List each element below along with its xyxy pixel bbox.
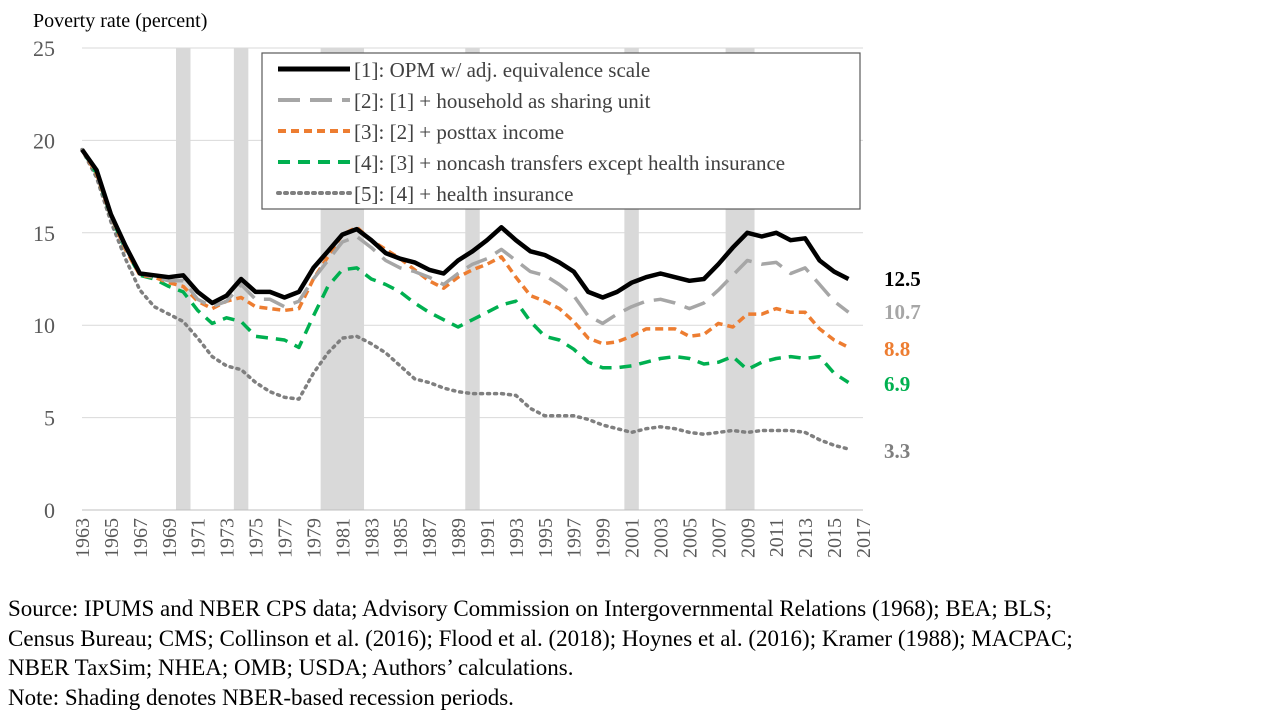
source-line-2: Census Bureau; CMS; Collinson et al. (20… [8,625,1073,651]
legend: [1]: OPM w/ adj. equivalence scale [2]: [… [261,52,861,210]
series-line-3 [80,148,850,349]
legend-label-2: [2]: [1] + household as sharing unit [354,89,651,113]
x-tick-label: 1971 [188,518,210,558]
x-tick-label: 2009 [737,518,759,558]
series-line-5 [80,147,851,451]
x-tick-label: 1969 [159,518,181,558]
poverty-rate-chart: 0 5 10 15 20 25 1963 1965 1967 1969 1971 1973 1975 19… [33,10,921,558]
series-line-1 [80,148,850,306]
x-tick-label: 2005 [679,518,701,558]
x-tick-label: 1975 [246,518,268,558]
x-tick-label: 2015 [824,518,846,558]
legend-label-5: [5]: [4] + health insurance [354,182,573,206]
series-end-label: 8.8 [884,337,910,361]
x-tick-label: 1973 [217,518,239,558]
x-tick-label: 1983 [361,518,383,558]
series-line-2 [80,148,850,326]
y-tick-label: 25 [33,36,55,61]
y-axis-label: Poverty rate (percent) [33,10,207,32]
x-tick-label: 2003 [651,518,673,558]
x-tick-label: 2011 [766,518,788,557]
x-tick-label: 1995 [535,518,557,558]
series-line-4 [80,148,850,384]
series-end-label: 12.5 [884,267,921,291]
x-tick-label: 1977 [274,518,296,558]
x-tick-label: 1965 [101,518,123,558]
y-tick-label: 20 [33,128,55,153]
x-tick-label: 1967 [130,518,152,558]
x-tick-label: 2017 [853,518,875,558]
y-tick-label: 15 [33,221,55,246]
note-line: Note: Shading denotes NBER-based recessi… [8,684,514,710]
legend-label-3: [3]: [2] + posttax income [354,120,564,144]
source-line-1: Source: IPUMS and NBER CPS data; Advisor… [8,596,1053,621]
series-end-label: 10.7 [884,300,921,324]
x-tick-label: 1999 [593,518,615,558]
x-tick-label: 1993 [506,518,528,558]
chart-notes: Source: IPUMS and NBER CPS data; Advisor… [8,594,1263,712]
x-tick-label: 1989 [448,518,470,558]
x-tick-label: 1997 [564,518,586,558]
legend-box [261,52,861,210]
legend-label-4: [4]: [3] + noncash transfers except heal… [354,151,785,175]
y-tick-label: 10 [33,313,55,338]
x-tick-label: 1987 [419,518,441,558]
series-end-label: 6.9 [884,372,910,396]
y-tick-label: 5 [44,406,55,431]
x-tick-label: 1985 [390,518,412,558]
x-tick-label: 2001 [622,518,644,558]
y-tick-label: 0 [44,498,55,523]
recession-band-1 [176,48,191,510]
x-tick-label: 1981 [332,518,354,558]
series-end-label: 3.3 [884,439,910,463]
x-tick-label: 2007 [708,518,730,558]
x-tick-label: 2013 [795,518,817,558]
x-tick-label: 1991 [477,518,499,558]
legend-label-1: [1]: OPM w/ adj. equivalence scale [354,58,650,82]
x-tick-label: 1979 [303,518,325,558]
source-line-3: NBER TaxSim; NHEA; OMB; USDA; Authors’ c… [8,655,574,680]
x-tick-label: 1963 [72,518,94,558]
